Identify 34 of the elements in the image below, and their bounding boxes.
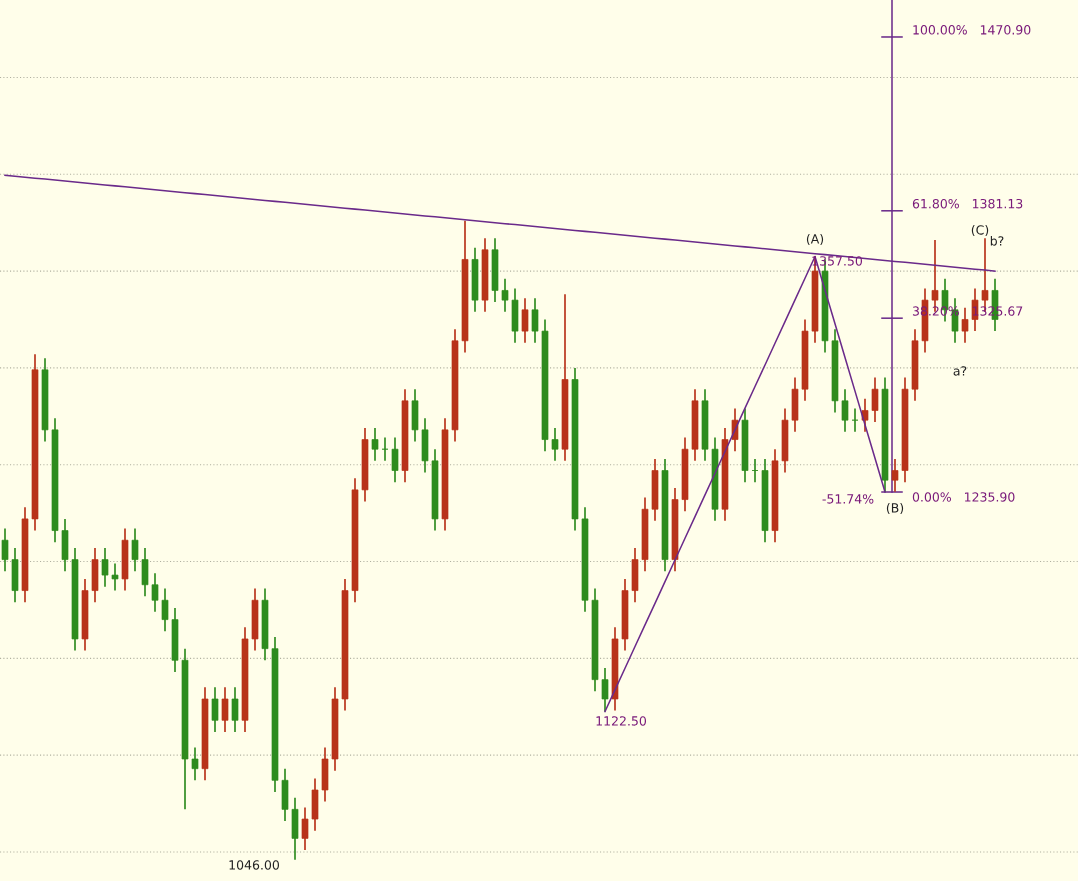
- candlestick: [861, 398, 869, 433]
- annotation: a?: [953, 366, 967, 376]
- candlestick: [961, 307, 969, 344]
- candlestick: [391, 436, 399, 483]
- ref-line-label: 100.00% 1470.90: [913, 25, 1031, 35]
- candlestick: [191, 746, 199, 782]
- candlestick: [871, 376, 879, 423]
- candlestick: [531, 297, 539, 344]
- candlestick: [551, 427, 559, 462]
- annotation: (C): [971, 224, 989, 237]
- ref-line-label: 61.80% 1381.13: [912, 198, 1023, 209]
- candlestick: [111, 562, 119, 592]
- candlestick: [211, 686, 219, 733]
- ref-line-label: 0.00% 1235.90: [912, 492, 1015, 502]
- annotation: 1046.00: [229, 860, 280, 870]
- candlestick: [501, 277, 509, 313]
- candlestick: [131, 527, 139, 573]
- annotation: (B): [886, 502, 904, 515]
- annotation: 1122.50: [596, 716, 647, 726]
- candlestick: [1, 527, 9, 573]
- candlestick: [301, 806, 309, 851]
- candlestick: [101, 547, 109, 588]
- annotation: b?: [990, 235, 1004, 246]
- annotation: (A): [806, 233, 824, 246]
- candlestick: [601, 667, 609, 713]
- candlestick: [371, 427, 379, 462]
- candlestick: [841, 388, 849, 433]
- candlestick: [231, 686, 239, 733]
- candlestick: [151, 572, 159, 613]
- candlestick: [521, 297, 529, 344]
- candlestick: [891, 458, 899, 493]
- candlestick: [161, 587, 169, 633]
- annotation: -51.74%: [822, 494, 874, 504]
- candlestick: [221, 686, 229, 733]
